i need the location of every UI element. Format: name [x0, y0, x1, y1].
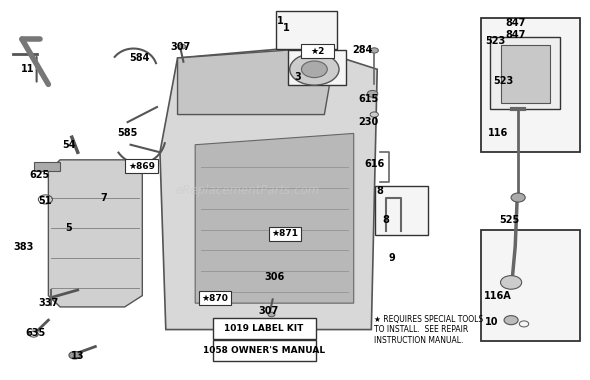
Polygon shape [48, 160, 142, 307]
Circle shape [370, 112, 378, 117]
Text: 383: 383 [14, 242, 34, 252]
Bar [301, 44, 334, 58]
Text: 10: 10 [485, 317, 499, 327]
Text: 523: 523 [486, 36, 506, 46]
Text: 116: 116 [487, 128, 508, 138]
Polygon shape [500, 45, 550, 103]
Text: ★869: ★869 [128, 162, 155, 171]
Text: 1019 LABEL KIT: 1019 LABEL KIT [224, 324, 304, 333]
Bar [213, 340, 316, 361]
Text: 337: 337 [38, 298, 58, 308]
Polygon shape [195, 133, 354, 303]
Text: ★870: ★870 [201, 294, 228, 302]
Text: 307: 307 [171, 42, 191, 52]
Circle shape [268, 312, 275, 317]
Bar [288, 51, 346, 85]
Circle shape [301, 61, 327, 78]
Text: 847: 847 [505, 30, 526, 40]
Bar [276, 11, 337, 49]
Text: 3: 3 [294, 72, 301, 82]
Text: eReplacementParts.com: eReplacementParts.com [176, 184, 320, 196]
Bar [213, 318, 316, 339]
Polygon shape [178, 47, 336, 114]
Text: 1: 1 [283, 23, 290, 33]
Text: 54: 54 [62, 140, 76, 150]
Text: 51: 51 [39, 196, 52, 206]
Text: ★2: ★2 [310, 46, 325, 55]
Bar [481, 18, 580, 152]
Text: 11: 11 [21, 64, 35, 74]
Text: 5: 5 [65, 223, 73, 233]
Text: 584: 584 [129, 53, 150, 63]
Text: 625: 625 [30, 170, 50, 180]
Bar [199, 291, 231, 305]
Circle shape [290, 54, 339, 85]
Text: 8: 8 [382, 215, 389, 225]
Circle shape [179, 44, 186, 49]
Text: 307: 307 [258, 306, 278, 316]
Bar [269, 227, 301, 241]
Text: 13: 13 [71, 351, 84, 361]
Bar [490, 37, 560, 109]
Text: 9: 9 [389, 253, 395, 263]
Circle shape [511, 193, 525, 202]
Text: 8: 8 [376, 186, 384, 196]
Text: 635: 635 [25, 328, 45, 338]
Text: 847: 847 [505, 18, 526, 28]
Text: 230: 230 [358, 117, 379, 127]
Text: 523: 523 [493, 76, 513, 86]
Circle shape [367, 90, 378, 97]
Text: 7: 7 [101, 193, 107, 203]
Bar [481, 230, 580, 341]
Text: ★871: ★871 [272, 230, 299, 238]
Text: 284: 284 [352, 46, 373, 55]
Bar [125, 160, 158, 173]
Bar [34, 162, 60, 171]
Text: 1058 OWNER'S MANUAL: 1058 OWNER'S MANUAL [203, 346, 325, 355]
Polygon shape [160, 47, 377, 329]
Circle shape [504, 316, 518, 325]
Bar [375, 186, 428, 235]
Circle shape [500, 276, 522, 289]
Text: 525: 525 [499, 215, 519, 225]
Text: 1: 1 [277, 16, 284, 26]
Text: ★ REQUIRES SPECIAL TOOLS
TO INSTALL.  SEE REPAIR
INSTRUCTION MANUAL.: ★ REQUIRES SPECIAL TOOLS TO INSTALL. SEE… [374, 315, 483, 345]
Text: 116A: 116A [484, 291, 512, 301]
Text: 616: 616 [364, 158, 385, 169]
Circle shape [69, 352, 81, 359]
Text: 306: 306 [264, 272, 284, 282]
Circle shape [370, 48, 378, 53]
Text: 615: 615 [358, 95, 379, 105]
Text: 585: 585 [117, 128, 138, 138]
